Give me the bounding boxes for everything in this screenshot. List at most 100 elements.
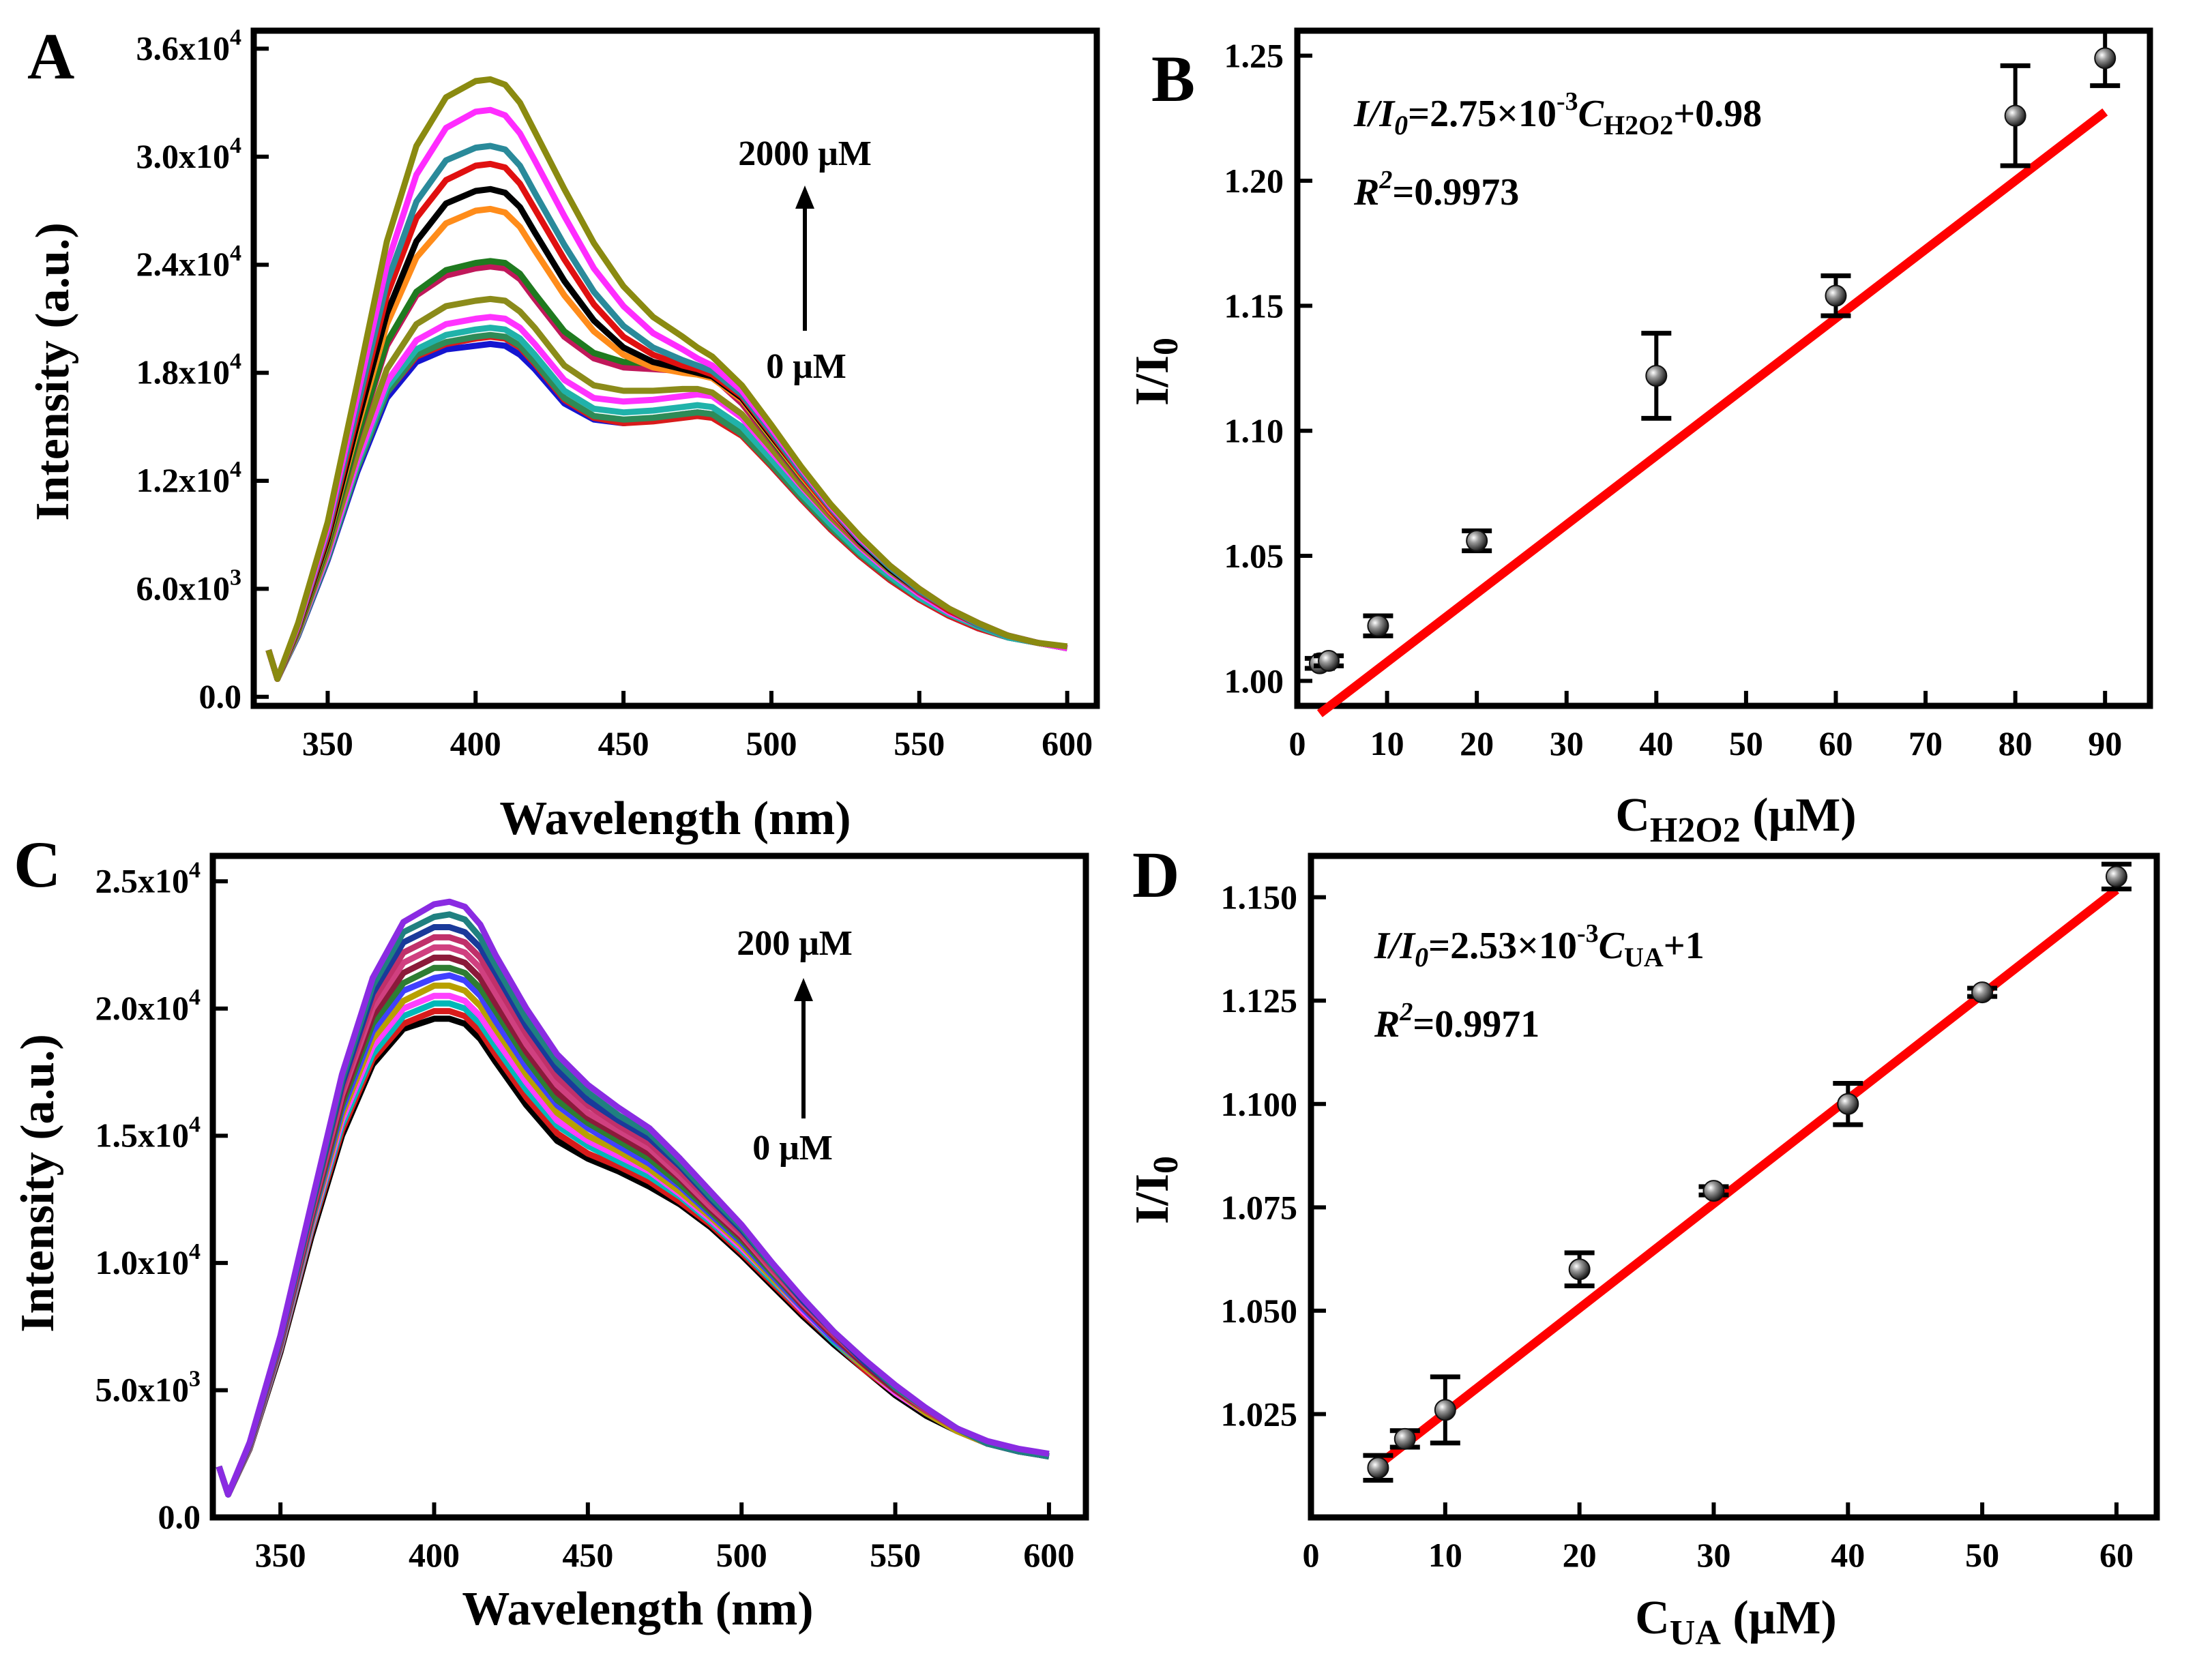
panel-c-x-tick-label: 400 bbox=[409, 1536, 460, 1574]
panel-b-data-point-2 bbox=[1318, 650, 1340, 672]
panel-b-points bbox=[1304, 28, 2121, 674]
panel-a-y-tick-label: 1.8x104 bbox=[136, 349, 242, 391]
panel-d-y-tick-label: 1.075 bbox=[1221, 1188, 1298, 1226]
panel-b: B 0 10 20 30 40 50 60 70 80 90 1.001.051.101.151.… bbox=[1126, 27, 2153, 850]
panel-d-y-tick-label: 1.050 bbox=[1221, 1292, 1298, 1330]
panel-b-eq-exp: -3 bbox=[1557, 87, 1578, 116]
panel-d-data-point-1 bbox=[1367, 1457, 1389, 1479]
panel-c-y-tick-label: 2.0x104 bbox=[95, 985, 201, 1027]
panel-b-letter: B bbox=[1151, 42, 1195, 115]
panel-d-xlabel-sub: UA bbox=[1670, 1614, 1722, 1652]
panel-b-x-tick-label: 30 bbox=[1550, 724, 1584, 762]
panel-d: D 0 10 20 30 40 50 60 1.0251.0501.0751.1001.12… bbox=[1126, 838, 2160, 1652]
panel-a-x-tick-label: 400 bbox=[450, 724, 501, 762]
panel-d-x-axis-label: CUA (μM) bbox=[1635, 1592, 1837, 1652]
panel-d-data-point-8 bbox=[2105, 865, 2127, 888]
panel-d-xlabel-unit: (μM) bbox=[1721, 1592, 1837, 1644]
panel-b-r2-value: =0.9973 bbox=[1392, 171, 1519, 213]
panel-d-r2-label: R bbox=[1374, 1003, 1400, 1045]
panel-b-data-point-6 bbox=[1825, 284, 1847, 307]
panel-a-y-tick-label: 2.4x104 bbox=[136, 241, 242, 283]
panel-a-annotation-low: 0 μM bbox=[766, 347, 846, 386]
panel-b-data-point-7 bbox=[2004, 104, 2026, 127]
panel-d-plot-frame bbox=[1308, 852, 2160, 1521]
panel-a-x-tick-label: 500 bbox=[746, 724, 797, 762]
panel-d-ylabel-sub: 0 bbox=[1147, 1156, 1185, 1174]
panel-b-y-tick-label: 1.25 bbox=[1224, 37, 1284, 75]
panel-a-plot-frame bbox=[250, 27, 1100, 709]
panel-c-y-tick-label: 1.5x104 bbox=[95, 1112, 201, 1154]
panel-c-series-line-10 bbox=[216, 934, 1050, 1498]
panel-d-r2-value: =0.9971 bbox=[1413, 1003, 1539, 1045]
panel-c-x-tick-label: 550 bbox=[870, 1536, 921, 1574]
panel-c-arrow-head bbox=[794, 978, 813, 1001]
panel-d-y-tick-label: 1.025 bbox=[1221, 1395, 1298, 1433]
panel-a-x-tick-label: 350 bbox=[302, 724, 353, 762]
panel-d-x-tick-label: 20 bbox=[1563, 1536, 1597, 1574]
panel-b-xlabel-sub: H2O2 bbox=[1650, 811, 1741, 850]
panel-c-y-tick-label: 0.0 bbox=[158, 1498, 201, 1536]
panel-d-xlabel-c: C bbox=[1635, 1592, 1670, 1644]
panel-b-y-ticks: 1.00 1.05 1.10 1.15 1.20 1.25 bbox=[1224, 37, 1312, 700]
panel-b-x-axis-label: CH2O2 (μM) bbox=[1615, 789, 1856, 850]
panel-b-eq-rhs: +0.98 bbox=[1673, 93, 1762, 135]
panel-b-r2-sup: 2 bbox=[1378, 166, 1392, 194]
panel-d-r-squared: R2=0.9971 bbox=[1374, 998, 1539, 1045]
panel-d-eq-exp: -3 bbox=[1577, 919, 1599, 948]
panel-a-y-ticks: 0.0 6.0x103 1.2x104 1.8x104 2.4x104 3.0x104 3.… bbox=[136, 25, 269, 715]
panel-c-y-axis-label: Intensity (a.u.) bbox=[12, 1034, 64, 1333]
panel-c-x-tick-label: 350 bbox=[255, 1536, 306, 1574]
panel-a-y-tick-label: 0.0 bbox=[199, 677, 242, 715]
panel-a-annotation-high: 2000 μM bbox=[738, 134, 872, 173]
panel-c-y-tick-label: 1.0x104 bbox=[95, 1239, 201, 1281]
panel-c-y-ticks: 0.0 5.0x103 1.0x104 1.5x104 2.0x104 2.5x104 bbox=[95, 857, 228, 1536]
panel-d-eq-mid: =2.53×10 bbox=[1428, 925, 1577, 967]
panel-a-x-tick-label: 450 bbox=[598, 724, 649, 762]
panel-b-eq-var-sub: H2O2 bbox=[1604, 110, 1673, 140]
panel-d-data-point-6 bbox=[1837, 1093, 1859, 1115]
panel-a-y-tick-label: 3.6x104 bbox=[136, 25, 242, 67]
panel-b-data-point-4 bbox=[1466, 530, 1488, 552]
panel-b-ylabel-main: I/I bbox=[1126, 355, 1179, 406]
panel-b-data-point-8 bbox=[2094, 47, 2117, 70]
panel-b-xlabel-c: C bbox=[1615, 789, 1650, 842]
panel-d-data-point-2 bbox=[1393, 1427, 1416, 1450]
panel-d-x-tick-label: 30 bbox=[1696, 1536, 1730, 1574]
panel-b-eq-lhs: I/I bbox=[1353, 93, 1396, 135]
panel-b-plot-frame bbox=[1294, 27, 2153, 709]
panel-d-y-tick-label: 1.100 bbox=[1221, 1085, 1298, 1123]
panel-b-eq-var: C bbox=[1578, 93, 1604, 135]
panel-d-eq-var-sub: UA bbox=[1624, 942, 1664, 973]
panel-a-series-line-12 bbox=[265, 143, 1068, 682]
panel-d-x-tick-label: 60 bbox=[2099, 1536, 2134, 1574]
panel-b-x-tick-label: 40 bbox=[1639, 724, 1673, 762]
panel-b-x-tick-label: 0 bbox=[1289, 724, 1306, 762]
panel-c-annotation-low: 0 μM bbox=[752, 1129, 833, 1168]
panel-c-series bbox=[216, 898, 1050, 1498]
panel-a-x-tick-label: 600 bbox=[1042, 724, 1093, 762]
panel-a-letter: A bbox=[27, 20, 74, 93]
panel-c-x-axis-label: Wavelength (nm) bbox=[462, 1583, 813, 1635]
panel-b-x-ticks: 0 10 20 30 40 50 60 70 80 90 bbox=[1289, 691, 2122, 762]
panel-d-data-point-4 bbox=[1568, 1258, 1591, 1281]
panel-a: A 350 400 450 500 550 600 0.0 6.0x103 1.2x104 1.… bbox=[27, 20, 1100, 845]
panel-d-points bbox=[1363, 861, 2132, 1483]
panel-b-y-tick-label: 1.10 bbox=[1224, 412, 1284, 450]
panel-b-y-tick-label: 1.05 bbox=[1224, 537, 1284, 575]
panel-b-data-point-5 bbox=[1645, 365, 1668, 387]
panel-b-fit-line bbox=[1316, 108, 2108, 717]
panel-c-series-line-13 bbox=[216, 898, 1050, 1498]
panel-b-x-tick-label: 80 bbox=[1999, 724, 2033, 762]
panel-d-data-point-7 bbox=[1971, 981, 1994, 1004]
panel-b-x-tick-label: 60 bbox=[1818, 724, 1853, 762]
panel-d-r2-sup: 2 bbox=[1399, 998, 1413, 1026]
panel-c-y-tick-label: 5.0x103 bbox=[95, 1366, 201, 1408]
panel-c-letter: C bbox=[14, 828, 61, 901]
panel-d-eq-lhs: I/I bbox=[1374, 925, 1416, 967]
panel-b-y-axis-label: I/I0 bbox=[1126, 338, 1185, 406]
panel-b-x-tick-label: 20 bbox=[1460, 724, 1494, 762]
panel-d-data-point-5 bbox=[1702, 1180, 1725, 1202]
panel-b-equation: I/I0=2.75×10-3CH2O2+0.98 bbox=[1353, 87, 1762, 140]
panel-b-x-tick-label: 70 bbox=[1908, 724, 1943, 762]
panel-c-y-tick-label: 2.5x104 bbox=[95, 857, 201, 900]
